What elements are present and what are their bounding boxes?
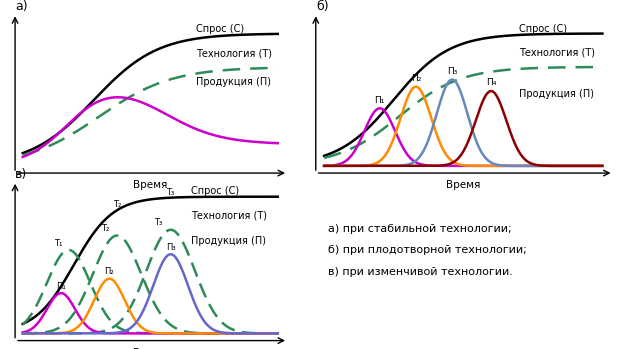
Text: Т₂: Т₂ xyxy=(101,224,109,233)
Text: Продукция (П): Продукция (П) xyxy=(191,236,266,246)
Text: Т₃: Т₃ xyxy=(155,218,163,228)
Text: Спрос (С): Спрос (С) xyxy=(191,186,239,196)
Text: в) при изменчивой технологии.: в) при изменчивой технологии. xyxy=(328,267,513,276)
Text: Т₁: Т₁ xyxy=(54,239,62,248)
Text: П₃: П₃ xyxy=(447,67,458,76)
Text: б): б) xyxy=(316,0,329,13)
Text: Технология (Т): Технология (Т) xyxy=(519,47,595,57)
Text: Т₃: Т₃ xyxy=(167,188,175,197)
Text: а): а) xyxy=(15,0,28,13)
Text: а) при стабильной технологии;: а) при стабильной технологии; xyxy=(328,224,511,234)
Text: П₂: П₂ xyxy=(105,267,115,276)
Text: Время: Время xyxy=(446,180,480,190)
Text: П₁: П₁ xyxy=(56,282,66,291)
Text: П₄: П₄ xyxy=(486,78,496,87)
Text: П₁: П₁ xyxy=(374,96,385,105)
Text: Продукция (П): Продукция (П) xyxy=(519,89,594,99)
Text: Технология (Т): Технология (Т) xyxy=(196,49,272,59)
Text: Спрос (С): Спрос (С) xyxy=(519,24,567,34)
Text: Продукция (П): Продукция (П) xyxy=(196,77,271,87)
Text: П₃: П₃ xyxy=(166,243,175,252)
Text: Время: Время xyxy=(133,348,167,349)
Text: Спрос (С): Спрос (С) xyxy=(196,24,244,34)
Text: Время: Время xyxy=(133,180,167,190)
Text: Т₂: Т₂ xyxy=(113,200,121,209)
Text: П₂: П₂ xyxy=(411,74,421,83)
Text: в): в) xyxy=(15,168,28,181)
Text: б) при плодотворной технологии;: б) при плодотворной технологии; xyxy=(328,245,526,255)
Text: Технология (Т): Технология (Т) xyxy=(191,210,267,220)
